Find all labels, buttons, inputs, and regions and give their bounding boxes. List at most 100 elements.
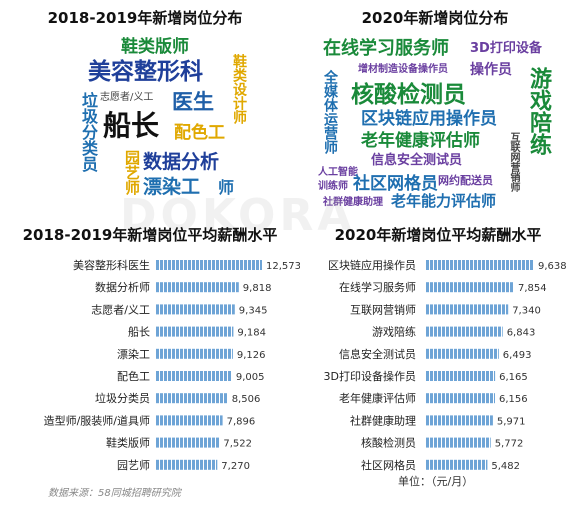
bar	[426, 437, 491, 448]
bar-chart-left-title: 2018-2019年新增岗位平均薪酬水平	[22, 226, 278, 244]
bar	[426, 415, 493, 426]
cloud-word: 在线学习服务师	[323, 38, 449, 59]
cloud-word: 社区网格员	[353, 174, 438, 194]
cloud-left-title: 2018-2019年新增岗位分布	[47, 9, 243, 27]
cloud-word: 数据分析	[143, 151, 220, 173]
category-label: 漂染工	[117, 347, 150, 361]
category-label: 造型师/服装师/道具师	[44, 413, 150, 427]
cloud-word: 核酸检测员	[351, 82, 466, 108]
value-label: 7,896	[227, 416, 256, 427]
value-label: 7,340	[512, 305, 541, 316]
cloud-word: 互联网营销师	[508, 132, 519, 192]
bar	[426, 326, 503, 337]
cloud-right-title: 2020年新增岗位分布	[361, 9, 509, 27]
value-label: 9,638	[538, 261, 567, 272]
value-label: 5,971	[497, 416, 526, 427]
value-label: 8,506	[232, 394, 261, 405]
cloud-word: 鞋类设计师	[231, 54, 247, 124]
cloud-word: 区块链应用操作员	[361, 109, 497, 129]
bar	[426, 260, 534, 270]
cloud-word: 训练师	[318, 181, 348, 192]
cloud-word: 社群健康助理	[323, 197, 383, 208]
category-label: 社区网格员	[361, 458, 416, 472]
category-label: 美容整形科医生	[73, 258, 150, 272]
value-label: 7,270	[221, 461, 250, 472]
cloud-word: 人工智能	[318, 167, 358, 178]
category-label: 互联网营销师	[350, 302, 416, 316]
bar	[156, 459, 218, 470]
category-label: 游戏陪练	[372, 325, 416, 339]
cloud-word: 医生	[172, 90, 214, 114]
value-label: 9,005	[236, 372, 265, 383]
bar	[426, 393, 495, 404]
word-cloud-right: 在线学习服务师 3D打印设备 增材制造设备操作员 操作员 游戏陪练 全媒体运营师…	[315, 32, 565, 210]
cloud-word: 老年能力评估师	[391, 192, 497, 210]
value-label: 6,493	[503, 350, 532, 361]
source-note: 数据来源：58同城招聘研究院	[48, 488, 181, 499]
value-label: 5,482	[491, 461, 520, 472]
unit-label: 单位：（元/月）	[398, 475, 474, 488]
category-label: 鞋类版师	[106, 436, 150, 450]
bar	[156, 371, 232, 381]
value-label: 12,573	[266, 261, 300, 272]
cloud-word: 配色工	[174, 123, 225, 143]
value-label: 9,184	[237, 328, 266, 339]
bar	[156, 348, 233, 359]
category-label: 社群健康助理	[350, 413, 416, 427]
cloud-word: 老年健康评估师	[361, 131, 480, 151]
value-label: 9,818	[243, 283, 272, 294]
watermark: DOKORA	[120, 190, 356, 241]
cloud-word: 船长	[103, 109, 160, 142]
cloud-word: 增材制造设备操作员	[358, 64, 448, 75]
bar	[156, 282, 239, 293]
category-label: 区块链应用操作员	[328, 258, 416, 272]
cloud-word: 鞋类版师	[121, 37, 189, 57]
value-label: 9,126	[237, 350, 266, 361]
bar	[156, 393, 228, 404]
value-label: 6,156	[499, 394, 528, 405]
bar	[426, 304, 509, 315]
value-label: 6,843	[507, 328, 536, 339]
value-label: 6,165	[499, 372, 528, 383]
category-label: 志愿者/义工	[91, 303, 150, 316]
cloud-word: 美容整形科	[88, 59, 203, 85]
value-label: 7,854	[518, 283, 547, 294]
cloud-word: 全媒体运营师	[322, 70, 338, 154]
cloud-word: 游戏陪练	[526, 67, 551, 155]
bar	[156, 304, 235, 315]
cloud-word: 3D打印设备	[470, 41, 542, 56]
bar-chart-right-title: 2020年新增岗位平均薪酬水平	[334, 226, 542, 244]
bar-chart-left: 美容整形科医生 12,573 数据分析师 9,818 志愿者/义工 9,345 船长 9,18…	[44, 258, 300, 472]
bar	[426, 282, 514, 293]
cloud-word: 操作员	[470, 62, 512, 78]
bar	[426, 459, 488, 470]
cloud-word: 师	[218, 178, 235, 197]
cloud-word: 垃圾分类员	[79, 92, 98, 172]
category-label: 配色工	[117, 369, 150, 383]
cloud-word: 志愿者/义工	[100, 92, 154, 103]
bar	[156, 260, 262, 270]
value-label: 9,345	[239, 305, 268, 316]
word-cloud-left: 鞋类版师 美容整形科 鞋类设计师 医生 志愿者/义工 垃圾分类员 船长 配色工 …	[38, 32, 278, 197]
bar	[156, 415, 223, 426]
value-label: 5,772	[495, 439, 524, 450]
bar	[156, 326, 234, 337]
category-label: 垃圾分类员	[95, 391, 150, 405]
category-label: 数据分析师	[95, 280, 150, 294]
cloud-word: 漂染工	[143, 176, 201, 198]
category-label: 在线学习服务师	[339, 280, 416, 294]
cloud-word: 网约配送员	[438, 174, 493, 187]
category-label: 3D打印设备操作员	[324, 369, 416, 383]
category-label: 园艺师	[117, 459, 150, 472]
cloud-word: 园艺师	[123, 150, 141, 195]
value-label: 7,522	[223, 439, 252, 450]
cloud-word: 信息安全测试员	[371, 153, 463, 168]
bar-chart-right: 区块链应用操作员 9,638 在线学习服务师 7,854 互联网营销师 7,340 游戏陪练…	[324, 258, 567, 472]
category-label: 核酸检测员	[361, 436, 416, 450]
bar	[426, 348, 499, 359]
bar	[156, 437, 220, 448]
bar	[426, 371, 496, 381]
category-label: 老年健康评估师	[339, 391, 416, 405]
category-label: 船长	[128, 325, 150, 339]
category-label: 信息安全测试员	[339, 347, 416, 361]
